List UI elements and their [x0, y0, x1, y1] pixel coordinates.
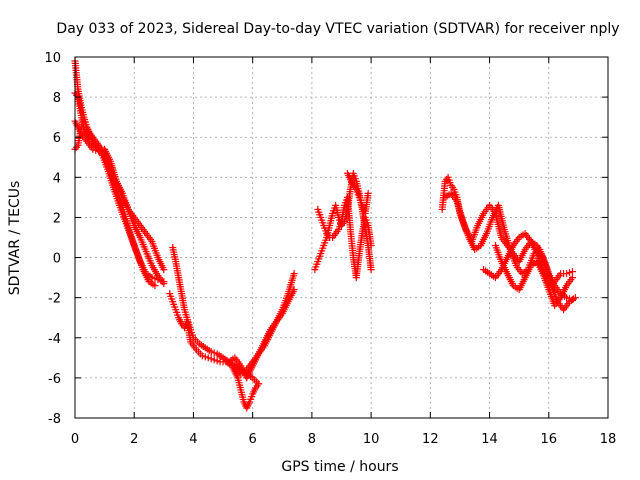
gridlines	[75, 57, 608, 418]
data-point	[160, 278, 168, 286]
y-tick-label: -4	[48, 332, 61, 347]
tick-marks	[74, 56, 609, 419]
series-track-n	[480, 229, 576, 290]
series-track-f	[166, 290, 263, 412]
x-tick-label: 14	[481, 432, 498, 447]
data-point	[151, 275, 159, 283]
x-tick-label: 16	[541, 432, 558, 447]
data-point	[563, 294, 571, 302]
x-tick-label: 2	[130, 432, 138, 447]
y-tick-label: 8	[53, 91, 61, 106]
data-point	[210, 349, 218, 357]
y-tick-label: 6	[53, 131, 61, 146]
y-tick-label: -6	[48, 372, 61, 387]
x-tick-labels: 0 2 4 6 8 10 12 14 16 18	[71, 432, 616, 447]
data-point	[207, 348, 215, 356]
series-track-k	[343, 169, 372, 217]
y-tick-label: 10	[44, 51, 61, 66]
data-point	[290, 286, 298, 294]
y-tick-labels: -8 -6 -4 -2 0 2 4 6 8 10	[44, 51, 61, 427]
x-axis-label: GPS time / hours	[281, 459, 398, 475]
series-track-j	[314, 193, 375, 282]
data-point	[255, 380, 263, 388]
data-marks	[71, 57, 579, 412]
x-tick-label: 0	[71, 432, 79, 447]
y-axis-label: SDTVAR / TECUs	[7, 181, 23, 296]
x-tick-label: 4	[189, 432, 197, 447]
x-tick-label: 12	[422, 432, 439, 447]
series-track-d	[71, 89, 159, 290]
data-point	[566, 269, 574, 277]
data-point	[568, 274, 576, 282]
chart-title: Day 033 of 2023, Sidereal Day-to-day VTE…	[56, 21, 619, 37]
data-point	[154, 276, 162, 284]
data-point	[364, 189, 372, 197]
x-tick-label: 6	[249, 432, 257, 447]
data-point	[207, 355, 215, 363]
data-point	[213, 357, 221, 365]
data-point	[198, 352, 206, 360]
data-point	[367, 242, 375, 250]
y-tick-label: -8	[48, 412, 61, 427]
data-point	[151, 282, 159, 290]
x-tick-label: 8	[308, 432, 316, 447]
data-point	[367, 266, 375, 274]
x-tick-label: 18	[600, 432, 617, 447]
data-point	[201, 353, 209, 361]
data-point	[568, 268, 576, 276]
data-point	[571, 294, 579, 302]
y-tick-label: -2	[48, 292, 61, 307]
series-track-h	[225, 286, 298, 382]
y-tick-label: 0	[53, 252, 61, 267]
plot-frame	[74, 56, 609, 419]
data-point	[210, 356, 218, 364]
data-point	[204, 354, 212, 362]
data-point	[290, 270, 298, 278]
data-point	[157, 277, 165, 285]
x-tick-label: 10	[363, 432, 380, 447]
y-tick-label: 2	[53, 211, 61, 226]
data-point	[563, 270, 571, 278]
series-track-o	[491, 242, 576, 310]
y-tick-label: 4	[53, 171, 61, 186]
data-point	[160, 266, 168, 274]
